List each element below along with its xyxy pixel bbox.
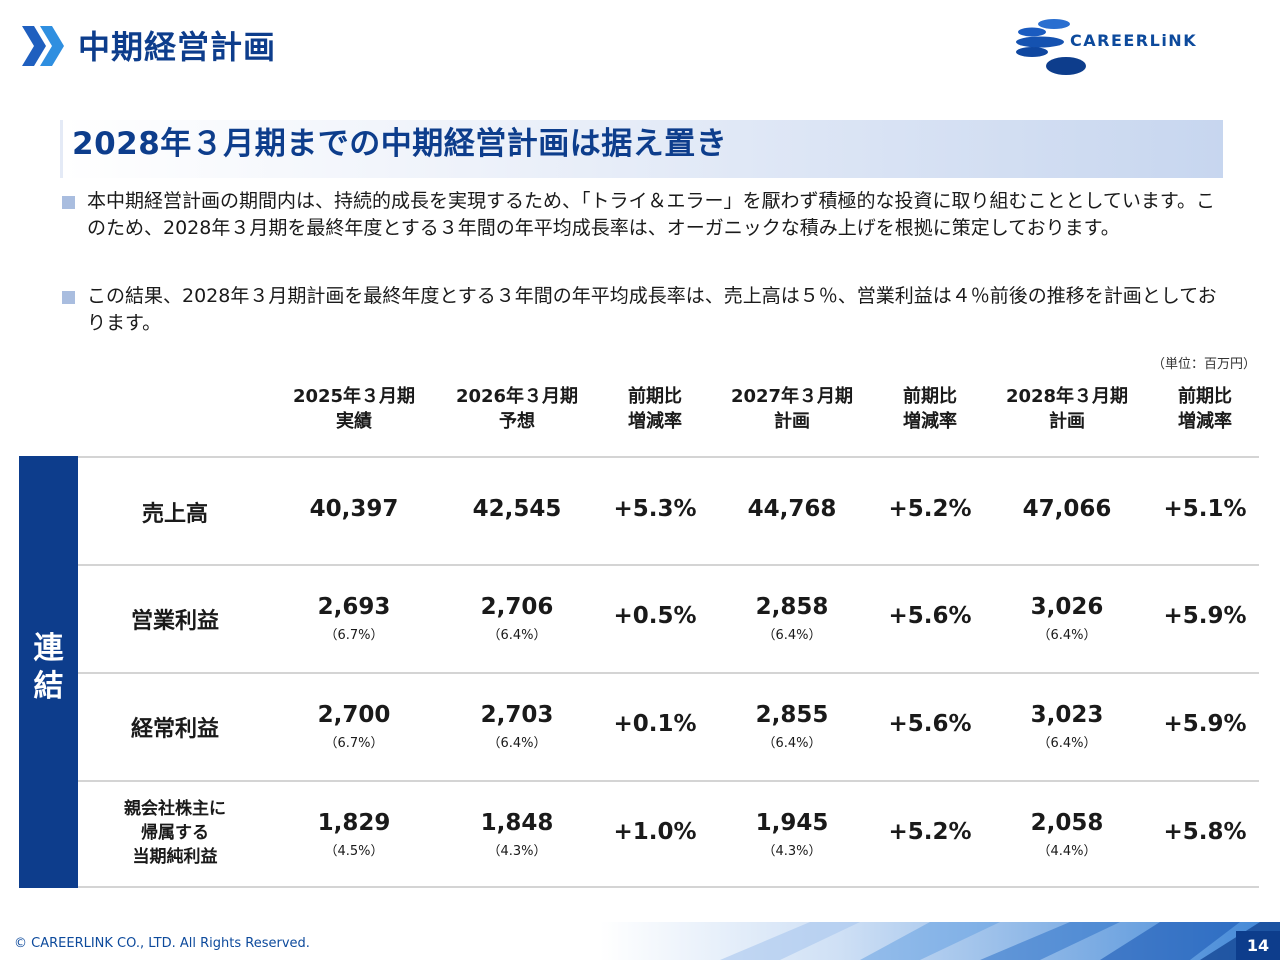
table-cell: +1.0% bbox=[613, 819, 697, 845]
table-cell: +5.8% bbox=[1163, 819, 1247, 845]
footer-decoration bbox=[600, 922, 1280, 960]
table-cell: +5.9% bbox=[1163, 711, 1247, 737]
bullet-text: 本中期経営計画の期間内は、持続的成長を実現するため、「トライ＆エラー」を厭わず積… bbox=[87, 190, 1216, 239]
margin-ratio: （4.3%） bbox=[487, 844, 547, 859]
row-divider bbox=[78, 672, 1259, 674]
table-cell: 2,703 bbox=[480, 702, 554, 728]
row-divider bbox=[78, 564, 1259, 566]
margin-ratio: （6.7%） bbox=[324, 736, 384, 751]
bullet-square-icon bbox=[62, 196, 75, 209]
company-logo: CAREERLiNK bbox=[1010, 14, 1230, 78]
unit-label: （単位：百万円） bbox=[1151, 357, 1256, 372]
margin-ratio: （6.4%） bbox=[487, 628, 547, 643]
table-cell: +5.2% bbox=[888, 819, 972, 845]
bullet-item: 本中期経営計画の期間内は、持続的成長を実現するため、「トライ＆エラー」を厭わず積… bbox=[62, 188, 1232, 242]
table-cell: +5.1% bbox=[1163, 496, 1247, 522]
table-cell: 2,693 bbox=[317, 594, 391, 620]
table-cell: 2,700 bbox=[317, 702, 391, 728]
double-chevron-icon bbox=[22, 26, 64, 66]
table-cell: +5.2% bbox=[888, 496, 972, 522]
table-cell: 3,023 bbox=[1030, 702, 1104, 728]
row-label-sales: 売上高 bbox=[141, 502, 208, 527]
table-cell: 2,855 bbox=[755, 702, 829, 728]
column-header: 2025年３月期 実績 bbox=[292, 386, 416, 432]
margin-ratio: （6.4%） bbox=[762, 628, 822, 643]
table-cell: 44,768 bbox=[747, 496, 837, 522]
margin-ratio: （6.4%） bbox=[487, 736, 547, 751]
row-divider bbox=[78, 456, 1259, 458]
margin-ratio: （6.4%） bbox=[762, 736, 822, 751]
copyright-text: © CAREERLINK CO., LTD. All Rights Reserv… bbox=[14, 936, 310, 951]
margin-ratio: （4.3%） bbox=[762, 844, 822, 859]
column-header: 前期比 増減率 bbox=[903, 386, 957, 432]
table-cell: 42,545 bbox=[472, 496, 562, 522]
footer-bar bbox=[0, 922, 1280, 960]
table-cell: +0.1% bbox=[613, 711, 697, 737]
table-cell: 3,026 bbox=[1030, 594, 1104, 620]
table-cell: 2,058 bbox=[1030, 810, 1104, 836]
table-cell: 2,858 bbox=[755, 594, 829, 620]
margin-ratio: （6.7%） bbox=[324, 628, 384, 643]
table-cell: +0.5% bbox=[613, 603, 697, 629]
table-cell: 1,829 bbox=[317, 810, 391, 836]
bullet-square-icon bbox=[62, 291, 75, 304]
logo-text: CAREERLiNK bbox=[1070, 31, 1198, 50]
careerlink-logo bbox=[1016, 19, 1086, 75]
margin-ratio: （4.5%） bbox=[324, 844, 384, 859]
column-header: 2027年３月期 計画 bbox=[730, 386, 854, 432]
column-header: 2028年３月期 計画 bbox=[1005, 386, 1129, 432]
page-number: 14 bbox=[1236, 931, 1280, 960]
row-divider bbox=[78, 780, 1259, 782]
column-header: 前期比 増減率 bbox=[1178, 386, 1232, 432]
row-label-net-income: 親会社株主に 帰属する 当期純利益 bbox=[124, 799, 226, 867]
consolidated-label-char: 結 bbox=[33, 669, 64, 704]
table-cell: +5.6% bbox=[888, 603, 972, 629]
row-label-ordinary-profit: 経常利益 bbox=[130, 717, 219, 742]
table-cell: 47,066 bbox=[1022, 496, 1112, 522]
table-cell: 40,397 bbox=[309, 496, 399, 522]
headline-banner bbox=[60, 120, 1223, 178]
bullet-text: この結果、2028年３月期計画を最終年度とする３年間の年平均成長率は、売上高は５… bbox=[87, 285, 1217, 334]
table-cell: +5.6% bbox=[888, 711, 972, 737]
table-cell: 1,848 bbox=[480, 810, 554, 836]
table-cell: 1,945 bbox=[755, 810, 829, 836]
column-header: 前期比 増減率 bbox=[628, 386, 682, 432]
row-label-operating-profit: 営業利益 bbox=[130, 609, 219, 634]
margin-ratio: （4.4%） bbox=[1037, 844, 1097, 859]
bullet-item: この結果、2028年３月期計画を最終年度とする３年間の年平均成長率は、売上高は５… bbox=[62, 283, 1232, 337]
consolidated-band bbox=[19, 456, 78, 888]
consolidated-label-char: 連 bbox=[33, 631, 64, 666]
page-title: 中期経営計画 bbox=[78, 28, 277, 66]
table-cell: +5.9% bbox=[1163, 603, 1247, 629]
headline-text: 2028年３月期までの中期経営計画は据え置き bbox=[72, 126, 728, 162]
margin-ratio: （6.4%） bbox=[1037, 736, 1097, 751]
column-header: 2026年３月期 予想 bbox=[455, 386, 579, 432]
table-cell: +5.3% bbox=[613, 496, 697, 522]
consolidated-label: 連結 bbox=[19, 630, 78, 706]
table-cell: 2,706 bbox=[480, 594, 554, 620]
row-divider bbox=[78, 886, 1259, 888]
margin-ratio: （6.4%） bbox=[1037, 628, 1097, 643]
